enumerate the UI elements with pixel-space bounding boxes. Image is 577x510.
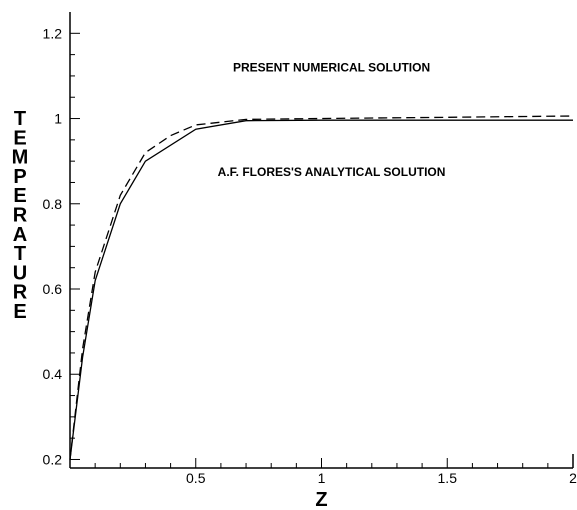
x-tick-label: 1 — [318, 470, 326, 486]
y-axis-title-letter: R — [13, 205, 28, 227]
annotation-label: PRESENT NUMERICAL SOLUTION — [233, 61, 430, 75]
y-tick-label: 0.2 — [43, 451, 63, 467]
annotation-label: A.F. FLORES'S ANALYTICAL SOLUTION — [218, 165, 446, 179]
y-axis-title-letter: U — [13, 262, 27, 284]
annotation-layer: PRESENT NUMERICAL SOLUTION A.F. FLORES'S … — [218, 61, 446, 179]
ticks-layer — [70, 32, 574, 468]
y-axis-title-letter: R — [13, 282, 28, 304]
y-axis-title-letter: M — [12, 147, 29, 169]
y-axis-title-letter: T — [14, 243, 26, 265]
x-tick-label: 2 — [569, 470, 577, 486]
axes-layer — [69, 12, 574, 469]
y-axis-title-letter: T — [14, 108, 26, 130]
series-layer — [69, 115, 574, 460]
labels-layer: 0.5 1 1.5 2 0.2 0.4 0.6 0.8 1 1.2 — [43, 25, 577, 486]
y-axis-title-letter: E — [13, 185, 26, 207]
y-axis-title-letter: P — [13, 166, 26, 188]
y-axis-title-letter: E — [13, 127, 26, 149]
y-axis-title-letter: E — [13, 301, 26, 323]
x-tick-label: 0.5 — [186, 470, 206, 486]
y-tick-label: 0.6 — [43, 281, 63, 297]
y-tick-label: 1 — [54, 111, 62, 127]
solid-series-line — [69, 119, 573, 460]
x-tick-label: 1.5 — [438, 470, 458, 486]
y-axis-title-letter: A — [13, 224, 27, 246]
y-tick-label: 0.4 — [43, 366, 63, 382]
y-tick-label: 0.8 — [43, 196, 63, 212]
y-tick-label: 1.2 — [43, 25, 63, 41]
x-axis-title: Z — [315, 489, 327, 510]
